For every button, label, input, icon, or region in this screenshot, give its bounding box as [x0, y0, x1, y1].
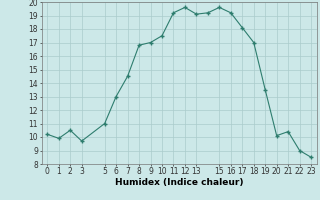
- X-axis label: Humidex (Indice chaleur): Humidex (Indice chaleur): [115, 178, 244, 187]
